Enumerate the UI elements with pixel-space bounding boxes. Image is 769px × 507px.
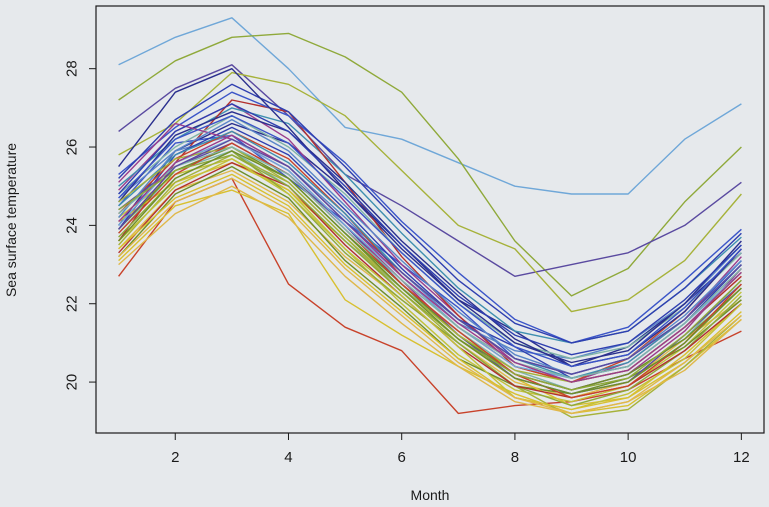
series-line-25 (118, 122, 742, 391)
y-tick-label: 28 (64, 60, 81, 77)
series-line-2 (118, 32, 742, 297)
series-line-26 (118, 142, 742, 395)
series-line-1 (118, 17, 742, 195)
series-line-41 (118, 177, 742, 415)
series-line-30 (118, 83, 742, 344)
series-line-17 (118, 165, 742, 395)
y-tick-label: 20 (64, 374, 81, 391)
series-line-45 (118, 103, 742, 356)
series-line-19 (118, 91, 742, 344)
x-tick-label: 6 (398, 449, 406, 466)
series-line-31 (118, 158, 742, 411)
series-line-44 (118, 138, 742, 375)
series-line-20 (118, 154, 742, 418)
x-tick-label: 12 (733, 449, 750, 466)
x-tick-label: 4 (284, 449, 292, 466)
x-tick-label: 8 (511, 449, 519, 466)
series-line-38 (118, 142, 742, 399)
y-tick-label: 26 (64, 139, 81, 156)
x-axis: 2 4 6 8 10 12 (171, 433, 750, 466)
series-line-43 (118, 154, 742, 391)
x-tick-label: 2 (171, 449, 179, 466)
series-line-4 (118, 71, 742, 313)
series-line-39 (118, 146, 742, 379)
x-axis-label: Month (411, 487, 450, 503)
series-line-36 (118, 67, 742, 364)
y-tick-label: 22 (64, 295, 81, 312)
y-axis-label: Sea surface temperature (3, 143, 19, 297)
series-line-40 (118, 114, 742, 368)
series-line-35 (118, 173, 742, 411)
series-line-24 (118, 185, 742, 415)
series-line-46 (118, 150, 742, 395)
x-tick-label: 10 (620, 449, 637, 466)
plot-frame (95, 5, 765, 434)
y-tick-label: 24 (64, 217, 81, 234)
series-line-3 (118, 64, 742, 277)
y-axis: 20 22 24 26 28 (64, 60, 96, 391)
series-lines (118, 17, 742, 418)
series-line-42 (118, 134, 742, 383)
series-line-6 (118, 189, 742, 415)
